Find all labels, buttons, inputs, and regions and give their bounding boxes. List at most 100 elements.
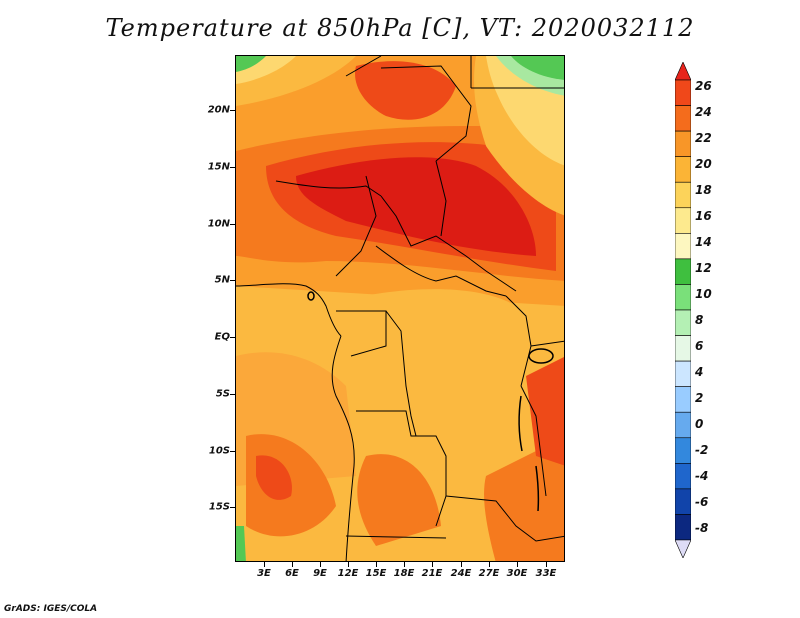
lat-tick	[230, 280, 235, 281]
border-namibia	[345, 535, 447, 539]
lon-tick	[546, 562, 547, 567]
colorbar-label: 14	[695, 235, 712, 249]
colorbar-segment	[675, 207, 691, 234]
temperature-map	[235, 55, 565, 562]
border-kenya	[530, 340, 564, 347]
lat-label-eq: EQ	[214, 331, 230, 343]
colorbar-top-arrow	[675, 62, 691, 81]
colorbar-segment	[675, 233, 691, 260]
lake-malawi	[535, 465, 540, 512]
colorbar-label: 20	[695, 157, 712, 171]
lon-tick	[348, 562, 349, 567]
lat-tick	[230, 337, 235, 338]
coastline-gulf-of-guinea	[236, 283, 342, 337]
colorbar-segment	[675, 437, 691, 464]
lon-tick	[320, 562, 321, 567]
lon-tick	[432, 562, 433, 567]
lat-label-20n: 20N	[207, 104, 230, 116]
colorbar-segment	[675, 130, 691, 157]
colorbar-label: 2	[695, 391, 704, 405]
colorbar-label: 24	[695, 105, 712, 119]
colorbar-label: 0	[695, 417, 704, 431]
lat-label-15s: 15S	[208, 501, 230, 513]
lon-label-33e: 33E	[535, 568, 557, 579]
colorbar-label: 22	[695, 131, 712, 145]
lon-label-27e: 27E	[478, 568, 500, 579]
lon-label-21e: 21E	[421, 568, 443, 579]
lat-tick	[230, 224, 235, 225]
lon-label-24e: 24E	[450, 568, 472, 579]
lat-tick	[230, 451, 235, 452]
colorbar-segment	[675, 360, 691, 387]
lakes	[307, 291, 554, 512]
lon-label-6e: 6E	[285, 568, 299, 579]
colorbar-label: -6	[695, 495, 709, 509]
colorbar-label: -4	[695, 469, 709, 483]
lon-label-3e: 3E	[257, 568, 271, 579]
colorbar-label: 26	[695, 79, 712, 93]
lat-tick	[230, 167, 235, 168]
lon-tick	[489, 562, 490, 567]
lat-label-10n: 10N	[207, 218, 230, 230]
colorbar-label: 8	[695, 313, 704, 327]
colorbar-segment	[675, 105, 691, 132]
lat-tick	[230, 110, 235, 111]
colorbar-segment	[675, 411, 691, 439]
border-nw-1	[345, 56, 382, 77]
colorbar-segment	[675, 463, 691, 490]
colorbar-label: 18	[695, 183, 712, 197]
chart-title: Temperature at 850hPa [C], VT: 202003211…	[105, 14, 695, 42]
colorbar-segment	[675, 79, 691, 106]
border-congo-drc	[385, 310, 417, 437]
colorbar-segment	[675, 488, 691, 515]
lon-label-30e: 30E	[506, 568, 528, 579]
coastline-west-africa	[331, 335, 355, 561]
colorbar-segment	[675, 284, 691, 311]
colorbar-segment	[675, 181, 691, 209]
colorbar	[675, 62, 691, 558]
lon-tick	[376, 562, 377, 567]
lat-tick	[230, 507, 235, 508]
lon-tick	[292, 562, 293, 567]
colorbar-label: -8	[695, 521, 709, 535]
lon-label-18e: 18E	[393, 568, 415, 579]
colorbar-label: -2	[695, 443, 709, 457]
colorbar-segment	[675, 156, 691, 183]
region-east-red	[526, 357, 564, 466]
colorbar-label: 4	[695, 365, 704, 379]
region-sw-green	[236, 526, 246, 561]
colorbar-segment	[675, 335, 691, 362]
border-niger-nigeria	[275, 180, 382, 197]
colorbar-bottom-arrow	[675, 539, 691, 558]
lat-label-5s: 5S	[215, 388, 230, 400]
region-sahara-red	[355, 61, 456, 120]
region-sw-red	[256, 455, 292, 500]
lat-label-10s: 10S	[208, 445, 230, 457]
lon-label-9e: 9E	[313, 568, 327, 579]
border-tanzania	[520, 385, 547, 497]
colorbar-segment	[675, 386, 691, 413]
colorbar-segment	[675, 258, 691, 285]
colorbar-segment	[675, 514, 691, 541]
lat-label-15n: 15N	[207, 161, 230, 173]
lat-tick	[230, 394, 235, 395]
lake-tanganyika	[518, 395, 523, 452]
colorbar-segment	[675, 309, 691, 336]
lon-tick	[461, 562, 462, 567]
island-bioko	[307, 291, 315, 301]
colorbar-label: 10	[695, 287, 712, 301]
border-gabon	[336, 310, 387, 357]
region-nw-green	[236, 56, 266, 72]
credit-text: GrADS: IGES/COLA	[4, 604, 98, 614]
region-se-orange	[484, 437, 564, 561]
lat-label-5n: 5N	[214, 274, 230, 286]
lon-tick	[517, 562, 518, 567]
border-car-drc	[375, 245, 507, 297]
region-sahel-hot	[296, 157, 536, 256]
lon-tick	[264, 562, 265, 567]
region-angola-orange	[357, 454, 441, 546]
country-borders	[236, 56, 564, 561]
colorbar-label: 16	[695, 209, 712, 223]
lon-label-12e: 12E	[337, 568, 359, 579]
lon-tick	[404, 562, 405, 567]
